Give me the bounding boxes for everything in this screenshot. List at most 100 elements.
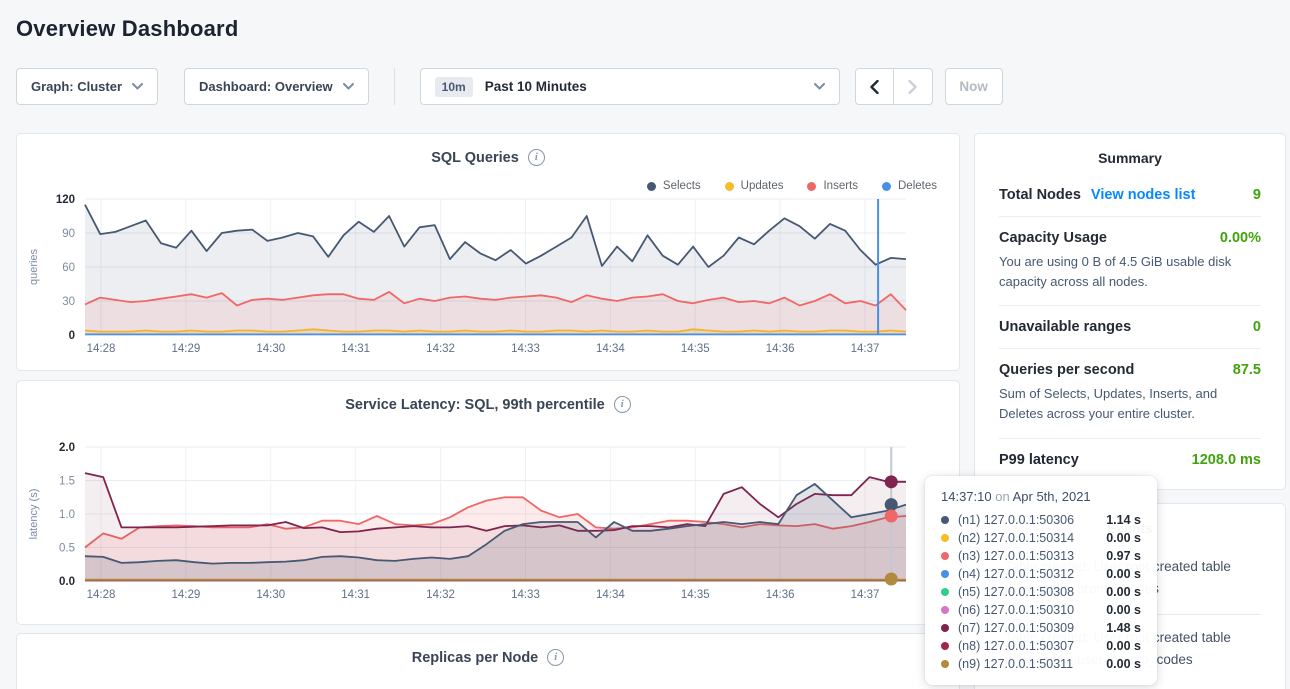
svg-text:14:32: 14:32	[426, 589, 455, 601]
sql-queries-card: SQL Queries i Selects Updates Inserts Delet…	[16, 133, 960, 371]
tooltip-node-row: (n5) 127.0.0.1:50308 0.00 s	[941, 583, 1141, 601]
summary-label: P99 latency	[999, 451, 1079, 468]
time-range-label: Past 10 Minutes	[484, 79, 587, 94]
tooltip-node-row: (n6) 127.0.0.1:50310 0.00 s	[941, 601, 1141, 619]
view-nodes-list-link[interactable]: View nodes list	[1090, 187, 1196, 203]
node-latency-value: 0.00 s	[1106, 531, 1141, 545]
graph-scope-dropdown[interactable]: Graph: Cluster	[16, 68, 159, 105]
service-latency-card: Service Latency: SQL, 99th percentile i …	[16, 380, 960, 625]
svg-text:14:37: 14:37	[851, 589, 880, 601]
svg-text:14:34: 14:34	[596, 343, 625, 355]
chevron-left-icon	[869, 79, 879, 94]
summary-row: Capacity Usage 0.00% You are using 0 B of …	[999, 217, 1261, 307]
svg-text:14:34: 14:34	[596, 589, 625, 601]
node-latency-value: 1.48 s	[1106, 621, 1141, 635]
tooltip-node-row: (n4) 127.0.0.1:50312 0.00 s	[941, 565, 1141, 583]
dashboard-select-label: Dashboard: Overview	[199, 79, 333, 94]
node-address: (n4) 127.0.0.1:50312	[958, 567, 1075, 581]
tooltip-timestamp: 14:37:10 on Apr 5th, 2021	[941, 489, 1091, 504]
svg-text:0.0: 0.0	[59, 576, 75, 588]
svg-text:14:33: 14:33	[511, 589, 540, 601]
svg-text:14:29: 14:29	[172, 343, 201, 355]
svg-text:120: 120	[56, 194, 75, 206]
svg-text:14:30: 14:30	[256, 589, 285, 601]
info-icon[interactable]: i	[613, 396, 631, 413]
service-latency-chart[interactable]: 14:28 14:29 14:30 14:31 14:32 14:33 14:34 14:35…	[17, 437, 959, 609]
legend-item-deletes[interactable]: Deletes	[882, 180, 937, 192]
summary-row: Queries per second 87.5 Sum of Selects, Up…	[999, 349, 1261, 439]
svg-text:14:32: 14:32	[426, 343, 455, 355]
summary-panel: Summary Total Nodes View nodes list 9 Capac…	[974, 133, 1286, 490]
time-range-dropdown[interactable]: 10m Past 10 Minutes	[419, 68, 840, 105]
svg-text:1.5: 1.5	[59, 476, 75, 488]
node-color-dot	[941, 570, 949, 578]
summary-description: Sum of Selects, Updates, Inserts, and De…	[999, 386, 1218, 422]
svg-text:90: 90	[62, 228, 75, 240]
sql-queries-legend: Selects Updates Inserts Deletes	[646, 180, 937, 192]
svg-text:14:36: 14:36	[766, 343, 795, 355]
tooltip-node-row: (n7) 127.0.0.1:50309 1.48 s	[941, 619, 1141, 637]
node-address: (n8) 127.0.0.1:50307	[958, 639, 1075, 653]
summary-row: P99 latency 1208.0 ms	[999, 439, 1261, 481]
time-window-nav	[854, 68, 933, 105]
node-color-dot	[941, 534, 949, 542]
svg-text:60: 60	[62, 262, 75, 274]
summary-label: Total Nodes	[999, 187, 1081, 203]
dashboard-controls: Graph: Cluster Dashboard: Overview 10m P…	[16, 68, 1003, 105]
node-latency-value: 0.97 s	[1106, 549, 1141, 563]
node-color-dot	[941, 642, 949, 650]
legend-dot	[807, 181, 817, 191]
dashboard-select-dropdown[interactable]: Dashboard: Overview	[184, 68, 369, 105]
time-forward-button[interactable]	[893, 68, 933, 105]
page-title: Overview Dashboard	[16, 16, 239, 41]
info-icon[interactable]: i	[527, 149, 545, 166]
chevron-right-icon	[908, 79, 917, 94]
node-address: (n3) 127.0.0.1:50313	[958, 549, 1075, 563]
svg-text:14:36: 14:36	[766, 589, 795, 601]
legend-dot	[882, 181, 891, 191]
node-latency-value: 1.14 s	[1106, 513, 1141, 527]
node-latency-value: 0.00 s	[1106, 567, 1141, 581]
node-latency-value: 0.00 s	[1106, 603, 1141, 617]
summary-description: You are using 0 B of 4.5 GiB usable disk…	[999, 254, 1232, 290]
svg-text:14:30: 14:30	[256, 343, 285, 355]
node-latency-value: 0.00 s	[1106, 585, 1141, 599]
time-range-badge: 10m	[434, 76, 473, 97]
chevron-down-icon	[342, 83, 354, 90]
info-icon[interactable]: i	[547, 649, 565, 666]
summary-label: Capacity Usage	[999, 230, 1107, 246]
legend-item-selects[interactable]: Selects	[646, 180, 701, 192]
tooltip-node-row: (n8) 127.0.0.1:50307 0.00 s	[941, 637, 1141, 655]
svg-text:14:33: 14:33	[511, 343, 540, 355]
svg-text:14:35: 14:35	[681, 343, 710, 355]
summary-row: Unavailable ranges 0	[999, 306, 1261, 350]
now-button[interactable]: Now	[944, 68, 1003, 105]
legend-item-inserts[interactable]: Inserts	[807, 180, 858, 192]
svg-text:latency (s): latency (s)	[28, 489, 40, 540]
replicas-per-node-title: Replicas per Node	[411, 649, 539, 666]
svg-text:queries: queries	[28, 248, 40, 285]
svg-text:14:29: 14:29	[172, 589, 201, 601]
node-color-dot	[941, 588, 949, 596]
time-back-button[interactable]	[854, 68, 894, 105]
legend-label: Updates	[740, 180, 784, 192]
sql-queries-chart[interactable]: 14:28 14:29 14:30 14:31 14:32 14:33 14:34 14:35…	[17, 190, 959, 360]
node-color-dot	[941, 606, 949, 614]
legend-label: Inserts	[823, 180, 858, 192]
node-address: (n5) 127.0.0.1:50308	[958, 585, 1075, 599]
svg-text:14:37: 14:37	[851, 343, 880, 355]
summary-value: 0	[1252, 319, 1261, 336]
node-color-dot	[941, 516, 949, 524]
tooltip-node-row: (n3) 127.0.0.1:50313 0.97 s	[941, 547, 1141, 565]
node-address: (n7) 127.0.0.1:50309	[958, 621, 1075, 635]
node-latency-value: 0.00 s	[1106, 639, 1141, 653]
svg-text:1.0: 1.0	[59, 509, 75, 521]
legend-item-updates[interactable]: Updates	[724, 180, 784, 192]
summary-title: Summary	[1098, 150, 1162, 166]
node-address: (n6) 127.0.0.1:50310	[958, 603, 1075, 617]
chevron-down-icon	[132, 83, 144, 90]
node-latency-value: 0.00 s	[1106, 657, 1141, 671]
node-color-dot	[941, 552, 949, 560]
svg-text:14:31: 14:31	[341, 589, 370, 601]
replicas-per-node-card: Replicas per Node i	[16, 633, 960, 689]
